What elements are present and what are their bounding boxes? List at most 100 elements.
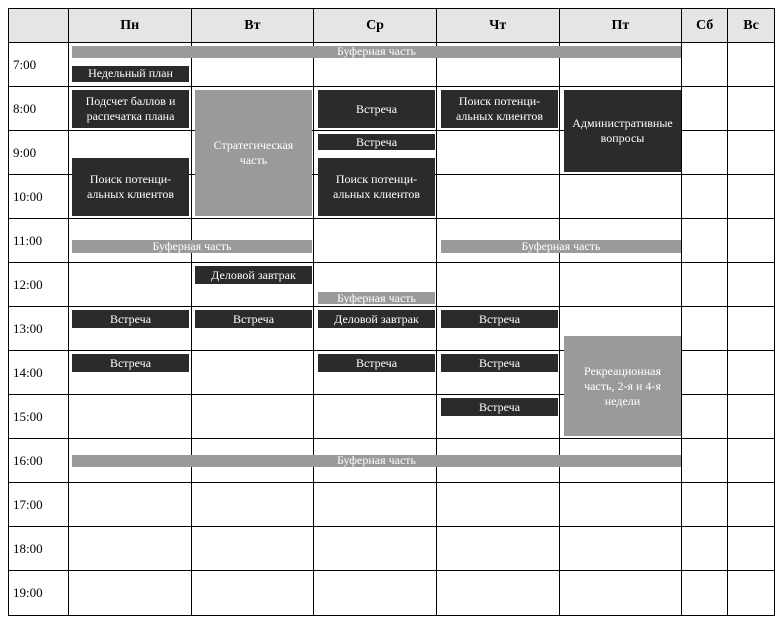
schedule-block[interactable]: Буферная часть xyxy=(318,292,435,304)
grid-cell xyxy=(682,439,728,483)
time-label: 13:00 xyxy=(9,307,69,351)
grid-cell xyxy=(560,571,683,615)
header-day: Пт xyxy=(560,9,683,43)
grid-cell xyxy=(682,351,728,395)
grid-cell xyxy=(682,219,728,263)
header-day: Вт xyxy=(192,9,315,43)
grid-cell xyxy=(728,131,774,175)
grid-cell xyxy=(682,483,728,527)
time-label: 8:00 xyxy=(9,87,69,131)
schedule-block[interactable]: Деловой завтрак xyxy=(195,266,312,284)
grid-cell xyxy=(682,571,728,615)
grid-cell xyxy=(314,219,437,263)
grid-cell xyxy=(728,263,774,307)
time-label: 12:00 xyxy=(9,263,69,307)
grid-cell xyxy=(728,219,774,263)
schedule-row: 18:00 xyxy=(9,527,774,571)
time-label: 17:00 xyxy=(9,483,69,527)
schedule-grid: ПнВтСрЧтПтСбВс 7:008:009:0010:0011:0012:… xyxy=(8,8,775,616)
schedule-block[interactable]: Встреча xyxy=(318,134,435,150)
header-day: Ср xyxy=(314,9,437,43)
grid-cell xyxy=(437,131,560,175)
header-day: Пн xyxy=(69,9,192,43)
schedule-block[interactable]: Недельный план xyxy=(72,66,189,82)
schedule-block[interactable]: Деловой завтрак xyxy=(318,310,435,328)
grid-cell xyxy=(560,263,683,307)
grid-cell xyxy=(728,439,774,483)
schedule-block[interactable]: Встреча xyxy=(72,354,189,372)
time-label: 7:00 xyxy=(9,43,69,87)
grid-cell xyxy=(728,175,774,219)
time-label: 14:00 xyxy=(9,351,69,395)
schedule-block[interactable]: Стратегическая часть xyxy=(195,90,312,216)
header-row: ПнВтСрЧтПтСбВс xyxy=(9,9,774,43)
grid-cell xyxy=(192,395,315,439)
grid-cell xyxy=(314,483,437,527)
schedule-block[interactable]: Буферная часть xyxy=(72,46,681,58)
grid-cell xyxy=(437,571,560,615)
grid-cell xyxy=(560,527,683,571)
time-label: 18:00 xyxy=(9,527,69,571)
grid-cell xyxy=(437,175,560,219)
grid-cell xyxy=(728,395,774,439)
grid-cell xyxy=(728,483,774,527)
schedule-block[interactable]: Административ­ные вопросы xyxy=(564,90,681,172)
grid-cell xyxy=(682,395,728,439)
grid-cell xyxy=(314,527,437,571)
grid-cell xyxy=(560,483,683,527)
schedule-block[interactable]: Встреча xyxy=(318,354,435,372)
grid-cell xyxy=(682,131,728,175)
grid-cell xyxy=(682,175,728,219)
grid-cell xyxy=(69,527,192,571)
schedule-block[interactable]: Встреча xyxy=(72,310,189,328)
schedule-block[interactable]: Встреча xyxy=(195,310,312,328)
grid-cell xyxy=(560,175,683,219)
time-label: 10:00 xyxy=(9,175,69,219)
schedule-block[interactable]: Встреча xyxy=(318,90,435,128)
grid-cell xyxy=(728,87,774,131)
schedule-block[interactable]: Буферная часть xyxy=(72,455,681,467)
time-label: 19:00 xyxy=(9,571,69,615)
schedule-block[interactable]: Встреча xyxy=(441,398,558,416)
grid-cell xyxy=(69,571,192,615)
schedule-block[interactable]: Буферная часть xyxy=(72,240,312,254)
grid-cell xyxy=(69,263,192,307)
grid-cell xyxy=(314,571,437,615)
grid-cell xyxy=(69,483,192,527)
grid-cell xyxy=(192,483,315,527)
time-label: 9:00 xyxy=(9,131,69,175)
schedule-block[interactable]: Поиск потенци­альных клиен­тов xyxy=(318,158,435,216)
grid-cell xyxy=(69,395,192,439)
schedule-block[interactable]: Подсчет баллов и распечатка плана xyxy=(72,90,189,128)
grid-cell xyxy=(728,43,774,87)
header-corner xyxy=(9,9,69,43)
grid-cell xyxy=(314,395,437,439)
schedule-block[interactable]: Поиск потенци­альных клиен­тов xyxy=(72,158,189,216)
grid-cell xyxy=(728,527,774,571)
schedule-block[interactable]: Рекреационная часть, 2-я и 4-я недели xyxy=(564,336,681,436)
grid-cell xyxy=(682,43,728,87)
schedule-block[interactable]: Поиск потенци­альных клиен­тов xyxy=(441,90,558,128)
grid-cell xyxy=(728,571,774,615)
schedule-block[interactable]: Встреча xyxy=(441,310,558,328)
grid-cell xyxy=(682,307,728,351)
schedule-block[interactable]: Встреча xyxy=(441,354,558,372)
time-label: 15:00 xyxy=(9,395,69,439)
grid-cell xyxy=(192,571,315,615)
grid-cell xyxy=(192,351,315,395)
grid-cell xyxy=(437,483,560,527)
grid-cell xyxy=(682,87,728,131)
schedule-block[interactable]: Буферная часть xyxy=(441,240,681,254)
time-label: 11:00 xyxy=(9,219,69,263)
grid-cell xyxy=(682,263,728,307)
time-label: 16:00 xyxy=(9,439,69,483)
header-day: Вс xyxy=(728,9,774,43)
grid-cell xyxy=(437,263,560,307)
header-day: Чт xyxy=(437,9,560,43)
grid-cell xyxy=(192,527,315,571)
schedule-row: 17:00 xyxy=(9,483,774,527)
grid-cell xyxy=(437,527,560,571)
schedule-row: 19:00 xyxy=(9,571,774,615)
grid-cell xyxy=(682,527,728,571)
grid-cell xyxy=(728,351,774,395)
